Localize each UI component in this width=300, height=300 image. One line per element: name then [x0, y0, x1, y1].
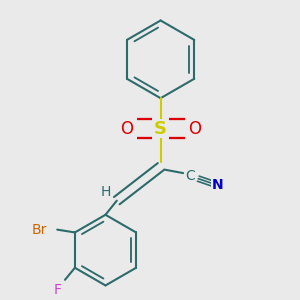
Text: N: N — [211, 178, 223, 192]
Text: S: S — [154, 120, 167, 138]
Text: H: H — [101, 185, 111, 199]
Text: O: O — [120, 120, 133, 138]
Text: Br: Br — [32, 223, 47, 237]
Text: C: C — [185, 169, 195, 183]
Text: O: O — [188, 120, 201, 138]
Text: F: F — [54, 284, 62, 297]
